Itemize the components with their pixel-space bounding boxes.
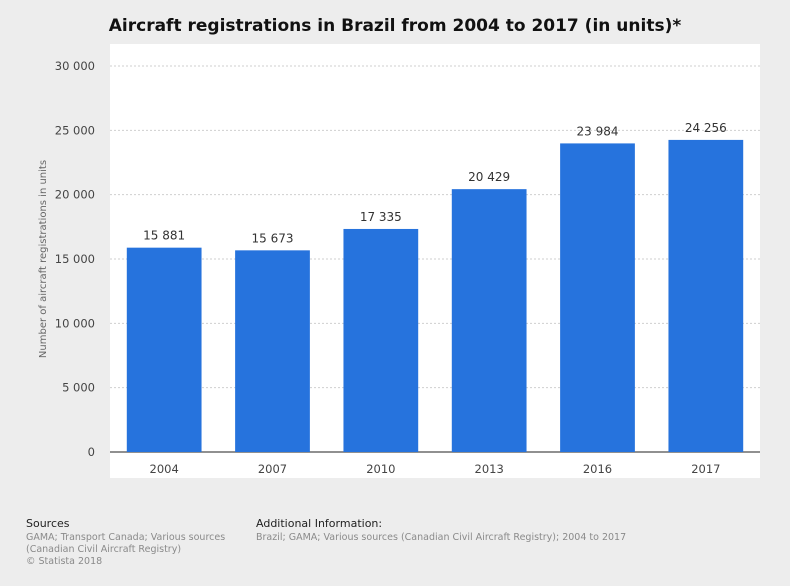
chart-title: Aircraft registrations in Brazil from 20… [108, 16, 682, 36]
y-tick-label: 10 000 [55, 316, 95, 330]
y-tick-label: 20 000 [55, 188, 95, 202]
bar-2016 [560, 143, 635, 452]
gridlines [110, 65, 760, 453]
sources-text: GAMA; Transport Canada; Various sources … [26, 532, 226, 555]
y-tick-label: 25 000 [55, 123, 95, 137]
bars [126, 139, 744, 453]
x-tick-label: 2010 [366, 462, 395, 476]
footer-additional-info: Additional Information: Brazil; GAMA; Va… [256, 518, 756, 544]
value-label: 23 984 [577, 124, 619, 138]
value-label: 15 881 [143, 229, 185, 243]
bar-2017 [668, 139, 744, 452]
bar-chart: 0 5 000 10 000 15 000 20 000 25 000 30 000 15 … [38, 44, 760, 478]
x-tick-label: 2004 [150, 462, 179, 476]
y-tick-label: 5 000 [62, 381, 95, 395]
x-tick-label: 2007 [258, 462, 287, 476]
plot-background [110, 44, 760, 478]
value-label: 15 673 [252, 231, 294, 245]
info-heading: Additional Information: [256, 517, 383, 530]
value-label: 17 335 [360, 210, 402, 224]
y-tick-label: 30 000 [55, 59, 95, 73]
x-tick-label: 2016 [583, 462, 612, 476]
sources-heading: Sources [26, 517, 70, 530]
x-tick-label: 2017 [691, 462, 720, 476]
value-labels: 15 881 15 673 17 335 20 429 23 984 24 256 [143, 121, 727, 245]
y-axis-ticks: 0 5 000 10 000 15 000 20 000 25 000 30 000 [55, 59, 95, 459]
value-label: 20 429 [468, 170, 510, 184]
y-tick-label: 15 000 [55, 252, 95, 266]
bar-2010 [343, 228, 419, 452]
x-tick-label: 2013 [475, 462, 504, 476]
footer-sources: Sources GAMA; Transport Canada; Various … [26, 518, 241, 568]
bar-2013 [451, 189, 527, 453]
y-axis-label: Number of aircraft registrations in unit… [38, 160, 49, 358]
bar-2007 [235, 250, 310, 452]
copyright: © Statista 2018 [26, 556, 103, 567]
x-axis-ticks: 2004 2007 2010 2013 2016 2017 [150, 462, 721, 476]
info-text: Brazil; GAMA; Various sources (Canadian … [256, 532, 627, 543]
value-label: 24 256 [685, 121, 727, 135]
y-tick-label: 0 [88, 445, 95, 459]
bar-2004 [126, 247, 202, 452]
